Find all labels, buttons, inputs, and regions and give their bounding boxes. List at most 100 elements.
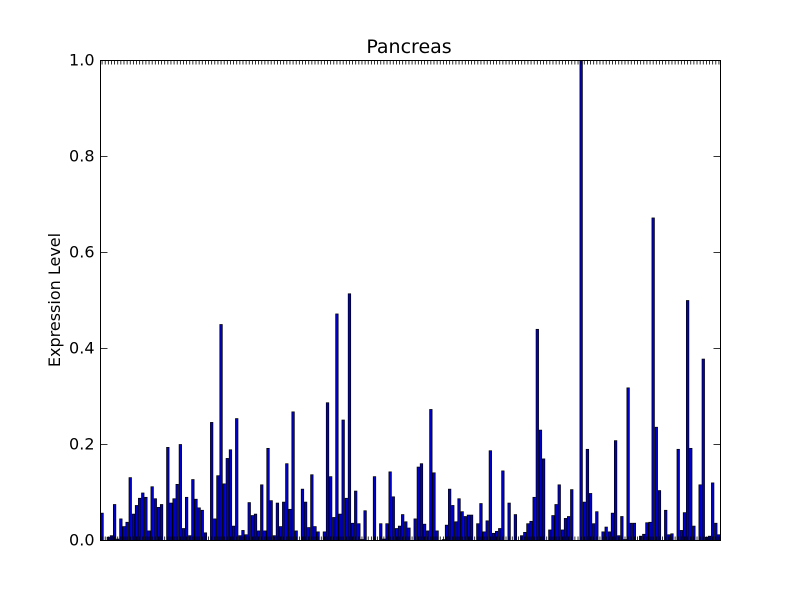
bar <box>535 328 539 541</box>
bar <box>557 484 561 541</box>
bar <box>134 505 139 541</box>
bar <box>582 501 586 541</box>
bar <box>228 449 233 541</box>
bar <box>197 507 201 541</box>
bar <box>507 502 511 541</box>
bar <box>388 471 392 541</box>
bar <box>141 492 145 541</box>
bar <box>532 496 536 541</box>
y-tick-label: 0.0 <box>69 531 94 550</box>
bar <box>626 387 630 541</box>
bar <box>153 498 157 541</box>
bar <box>610 512 615 541</box>
y-tick-label: 0.4 <box>69 339 94 358</box>
bar <box>175 483 179 541</box>
bar <box>260 484 264 541</box>
bar <box>112 504 117 541</box>
bar <box>269 500 273 541</box>
bar <box>178 444 182 541</box>
bar <box>304 501 308 541</box>
bar <box>682 512 687 541</box>
bar <box>347 293 352 541</box>
bar <box>169 502 173 541</box>
bar <box>325 402 330 541</box>
bar <box>144 496 148 541</box>
y-tick-label: 0.6 <box>69 243 94 262</box>
y-tick-label: 0.8 <box>69 147 94 166</box>
bar <box>341 419 345 541</box>
bar <box>138 497 142 541</box>
bar <box>235 418 239 541</box>
bar <box>216 475 220 541</box>
tick-group <box>100 60 721 541</box>
bar <box>613 440 618 541</box>
bar <box>689 447 693 541</box>
bar <box>275 502 280 541</box>
bar <box>429 409 433 541</box>
bar <box>194 498 198 541</box>
bar <box>419 463 424 541</box>
bar <box>344 497 348 541</box>
bar <box>416 466 420 541</box>
bar-group <box>100 60 721 541</box>
bar <box>501 470 505 541</box>
bar <box>156 507 161 541</box>
bar <box>579 60 583 541</box>
bar <box>554 504 558 541</box>
bar <box>285 463 289 541</box>
bar <box>282 501 286 541</box>
bar <box>200 509 204 541</box>
bar <box>100 512 104 541</box>
y-axis-label: Expression Level <box>45 233 64 367</box>
bar <box>300 488 305 541</box>
bar <box>538 429 543 541</box>
bar <box>585 448 590 541</box>
bar <box>172 498 176 541</box>
bar <box>291 411 295 541</box>
y-tick-label: 0.2 <box>69 435 94 454</box>
bar <box>354 490 358 541</box>
bar <box>698 484 702 541</box>
y-tick-labels: 0.0 0.2 0.4 0.6 0.8 1.0 <box>69 51 94 550</box>
bar <box>651 217 655 541</box>
bar <box>457 498 461 541</box>
bar <box>191 479 195 541</box>
chart-title: Pancreas <box>366 36 451 58</box>
bar <box>432 472 436 541</box>
bar <box>372 476 377 541</box>
bar <box>247 502 251 541</box>
bar <box>654 426 658 541</box>
bar <box>595 511 599 541</box>
bar <box>219 324 223 541</box>
bar <box>159 504 164 541</box>
bar <box>701 358 705 541</box>
bar <box>185 496 189 541</box>
bar <box>541 458 546 541</box>
bar <box>451 505 455 541</box>
plot-frame <box>100 60 721 541</box>
bar <box>288 508 292 541</box>
bar <box>479 503 483 541</box>
bar <box>460 511 464 541</box>
bar <box>150 486 154 541</box>
bar <box>676 448 680 541</box>
bar <box>391 496 395 541</box>
bar <box>488 450 492 541</box>
bar <box>588 493 593 541</box>
bar <box>329 476 333 541</box>
bar <box>657 490 662 541</box>
bar <box>363 510 367 541</box>
bar <box>222 483 226 541</box>
bar <box>128 477 132 541</box>
y-tick-label: 1.0 <box>69 51 94 70</box>
bar <box>266 447 270 541</box>
bar <box>686 300 690 541</box>
bar <box>225 458 229 541</box>
bar <box>711 482 715 541</box>
bar <box>448 488 452 541</box>
bar <box>310 474 314 541</box>
bar <box>166 447 170 541</box>
bar <box>335 313 339 541</box>
bar <box>210 422 214 541</box>
